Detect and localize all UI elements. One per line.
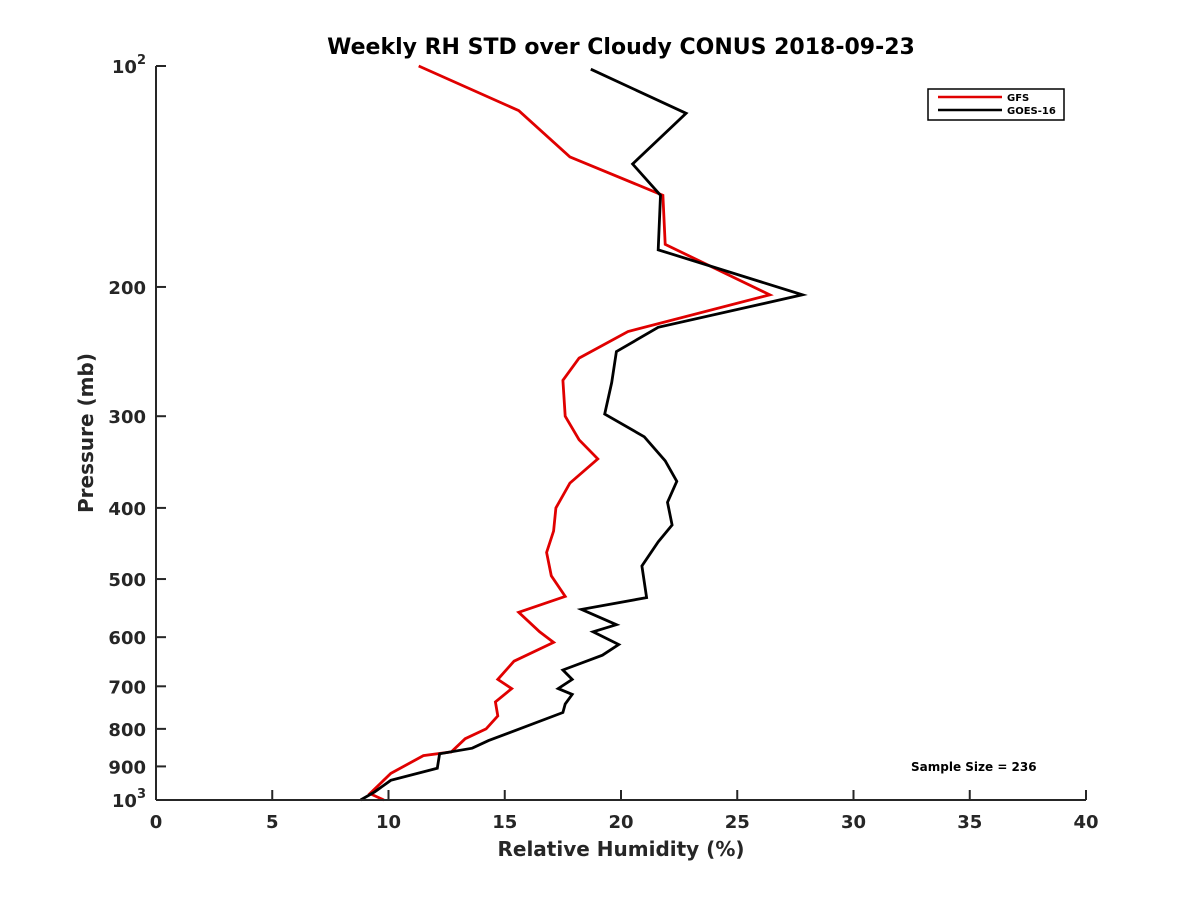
- legend-label-gfs: GFS: [1007, 93, 1029, 104]
- x-axis-ticks: 0 5 10 15 20 25 30 35 40: [150, 790, 1099, 833]
- y-axis-label: Pressure (mb): [74, 353, 98, 513]
- y-tick-label: 700: [108, 677, 146, 698]
- y-tick-label: 300: [108, 407, 146, 428]
- y-axis-ticks: 102 200 300 400 500 600 700 800 900 103: [108, 53, 166, 812]
- legend: GFS GOES-16: [927, 88, 1065, 121]
- x-tick-label: 40: [1073, 812, 1098, 833]
- axes: [155, 66, 1086, 801]
- x-tick-label: 0: [150, 812, 163, 833]
- x-tick-label: 10: [376, 812, 401, 833]
- y-tick-label: 103: [112, 787, 146, 812]
- series-line-goes-16: [359, 67, 808, 802]
- legend-label-goes16: GOES-16: [1007, 106, 1056, 117]
- x-tick-label: 5: [266, 812, 279, 833]
- y-tick-label: 400: [108, 499, 146, 520]
- y-tick-label: 500: [108, 570, 146, 591]
- x-tick-label: 30: [841, 812, 866, 833]
- x-tick-label: 20: [608, 812, 633, 833]
- y-tick-label: 600: [108, 628, 146, 649]
- x-tick-label: 15: [492, 812, 517, 833]
- y-tick-label: 800: [108, 720, 146, 741]
- plot-lines: [359, 64, 808, 802]
- x-axis-label: Relative Humidity (%): [497, 837, 744, 861]
- y-tick-label: 102: [112, 53, 146, 78]
- y-tick-label: 900: [108, 757, 146, 778]
- y-tick-label: 200: [108, 278, 146, 299]
- sample-size-annotation: Sample Size = 236: [911, 760, 1037, 774]
- x-tick-label: 35: [957, 812, 982, 833]
- series-line-gfs: [367, 64, 774, 802]
- legend-box: [927, 88, 1065, 121]
- chart-title: Weekly RH STD over Cloudy CONUS 2018-09-…: [327, 35, 915, 60]
- x-tick-label: 25: [725, 812, 750, 833]
